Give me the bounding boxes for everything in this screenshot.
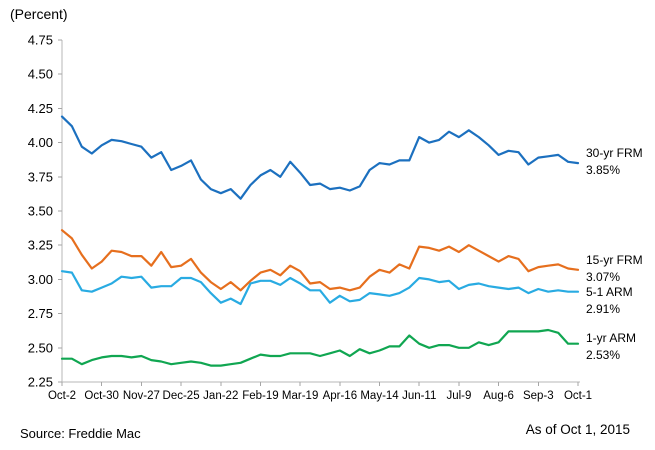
series-label-30yr-frm: 30-yr FRM 3.85% [586, 145, 643, 179]
series-label-15yr-frm: 15-yr FRM 3.07% [586, 252, 643, 286]
series-value-1yr-arm: 2.53% [586, 348, 621, 362]
series-value-30yr-frm: 3.85% [586, 163, 621, 177]
x-axis-tick-label: Apr-16 [323, 390, 358, 402]
x-axis-tick-label: Dec-25 [163, 390, 200, 402]
x-axis-tick-label: Oct-1 [564, 390, 592, 402]
series-name-1yr-arm: 1-yr ARM [586, 331, 637, 345]
y-axis-tick-label: 3.25 [28, 238, 53, 253]
y-axis-tick-label: 3.00 [28, 272, 53, 287]
y-axis-tick-label: 2.50 [28, 340, 53, 355]
x-axis-tick-label: Oct-30 [84, 390, 119, 402]
x-axis-tick-label: Mar-19 [282, 390, 318, 402]
x-axis-tick-label: Aug-6 [483, 390, 514, 402]
series-line-15-yr-frm [60, 229, 580, 292]
source-attribution: Source: Freddie Mac [20, 426, 141, 441]
x-axis-tick-label: Jul-9 [446, 390, 471, 402]
x-axis-tick-label: Jun-11 [402, 390, 436, 402]
series-line-5-1-arm [60, 270, 580, 306]
y-axis-tick-label: 2.25 [28, 375, 53, 390]
series-value-5-1-arm: 2.91% [586, 302, 621, 316]
y-axis-tick-label: 2.75 [28, 306, 53, 321]
y-axis-tick-label: 3.50 [28, 204, 53, 219]
x-axis-tick-label: Sep-3 [523, 390, 554, 402]
series-label-5-1-arm: 5-1 ARM 2.91% [586, 284, 633, 318]
x-axis-tick-label: Jan-22 [203, 390, 238, 402]
x-axis-tick-label: Oct-2 [48, 390, 76, 402]
y-axis-tick-label: 4.75 [28, 33, 53, 48]
y-axis-tick-label: 4.50 [28, 67, 53, 82]
as-of-date: As of Oct 1, 2015 [525, 422, 630, 437]
series-label-1yr-arm: 1-yr ARM 2.53% [586, 330, 636, 364]
y-axis-tick-label: 4.00 [28, 135, 53, 150]
y-axis-tick-label: 4.25 [28, 101, 53, 116]
series-line-30-yr-frm [60, 115, 580, 200]
series-name-30yr-frm: 30-yr FRM [586, 146, 643, 160]
series-value-15yr-frm: 3.07% [586, 270, 621, 284]
x-axis-tick-label: Nov-27 [123, 390, 160, 402]
y-axis-unit-label: (Percent) [10, 6, 68, 22]
series-line-1-yr-arm [60, 328, 580, 367]
series-name-5-1-arm: 5-1 ARM [586, 285, 633, 299]
x-axis-tick-label: Feb-19 [242, 390, 278, 402]
series-name-15yr-frm: 15-yr FRM [586, 253, 643, 267]
y-axis-tick-label: 3.75 [28, 169, 53, 184]
x-axis-tick-label: May-14 [360, 390, 399, 402]
